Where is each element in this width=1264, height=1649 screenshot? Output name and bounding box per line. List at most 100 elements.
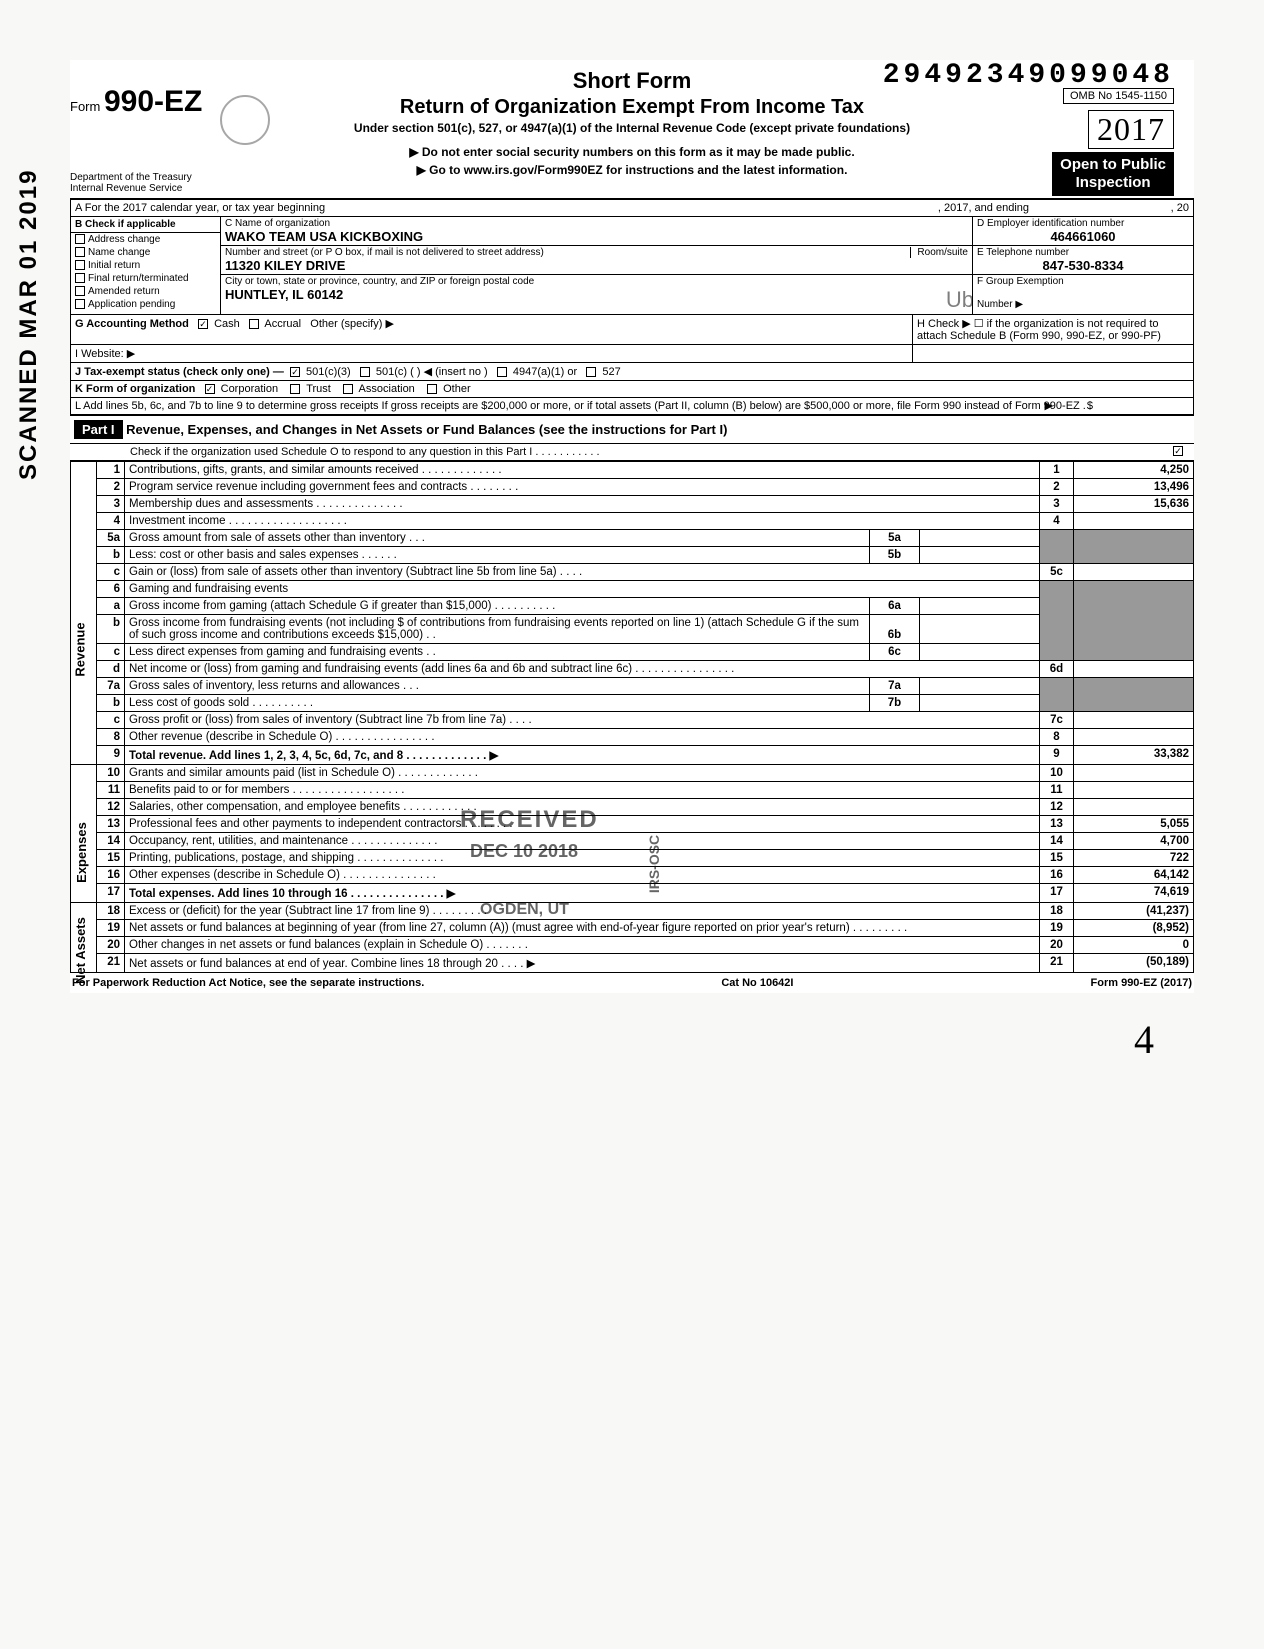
footer-pra: For Paperwork Reduction Act Notice, see … (72, 977, 424, 989)
footer-cat: Cat No 10642I (721, 977, 793, 989)
col-DEF: D Employer identification number 4646610… (973, 217, 1193, 314)
stamp-scanned: SCANNED MAR 01 2019 (15, 169, 43, 480)
chk-schedule-o[interactable]: ✓ (1173, 446, 1183, 456)
D-label: D Employer identification number (977, 218, 1124, 229)
I-website: I Website: ▶ (71, 345, 913, 362)
row-BCDEF: B Check if applicable Address change Nam… (71, 217, 1193, 315)
side-expenses: Expenses (71, 765, 97, 903)
form-label: Form (70, 99, 100, 114)
row-GH: G Accounting Method ✓ Cash Accrual Other… (71, 315, 1193, 345)
L-text: L Add lines 5b, 6c, and 7b to line 9 to … (75, 400, 1092, 412)
G-label: G Accounting Method (75, 318, 189, 330)
chk-501c3[interactable]: ✓ (290, 367, 300, 377)
tax-year: 2017 (1088, 110, 1174, 149)
line-8: 8Other revenue (describe in Schedule O) … (71, 729, 1194, 746)
line-9: 9Total revenue. Add lines 1, 2, 3, 4, 5c… (71, 746, 1194, 765)
chk-final-return[interactable]: Final return/terminated (71, 272, 220, 285)
chk-accrual[interactable] (249, 319, 259, 329)
line-7b: bLess cost of goods sold . . . . . . . .… (71, 695, 1194, 712)
line-3: 3Membership dues and assessments . . . .… (71, 496, 1194, 513)
line-11: 11Benefits paid to or for members . . . … (71, 782, 1194, 799)
city-value: HUNTLEY, IL 60142 (225, 287, 343, 302)
goto-instructions: ▶ Go to www.irs.gov/Form990EZ for instru… (70, 163, 1194, 177)
line-A-begin: A For the 2017 calendar year, or tax yea… (71, 200, 934, 216)
E-value: 847-530-8334 (977, 258, 1189, 273)
form-number: 990-EZ (104, 85, 202, 118)
D-value: 464661060 (977, 229, 1189, 244)
chk-4947[interactable] (497, 367, 507, 377)
line-21: 21Net assets or fund balances at end of … (71, 954, 1194, 973)
part1-badge: Part I (74, 420, 123, 439)
chk-527[interactable] (586, 367, 596, 377)
stamp-osc: IRS-OSC (646, 835, 662, 893)
B-header: B Check if applicable (71, 217, 220, 233)
part1-sub-text: Check if the organization used Schedule … (130, 446, 600, 458)
line-19: 19Net assets or fund balances at beginni… (71, 920, 1194, 937)
page-number-mark: 4 (1134, 1016, 1154, 1063)
department-block: Department of the Treasury Internal Reve… (70, 172, 192, 194)
page-footer: For Paperwork Reduction Act Notice, see … (70, 973, 1194, 993)
dept-treasury: Department of the Treasury (70, 172, 192, 183)
line-6c: cLess direct expenses from gaming and fu… (71, 644, 1194, 661)
chk-name-change[interactable]: Name change (71, 246, 220, 259)
chk-amended[interactable]: Amended return (71, 285, 220, 298)
omb-number: OMB No 1545-1150 (1063, 88, 1174, 104)
chk-assoc[interactable] (343, 384, 353, 394)
stamp-date: DEC 10 2018 (470, 841, 578, 862)
line-20: 20Other changes in net assets or fund ba… (71, 937, 1194, 954)
line-17: 17Total expenses. Add lines 10 through 1… (71, 884, 1194, 903)
dept-irs: Internal Revenue Service (70, 183, 192, 194)
line-15: 15Printing, publications, postage, and s… (71, 850, 1194, 867)
part1-title-text: Revenue, Expenses, and Changes in Net As… (126, 422, 727, 437)
line-5c: cGain or (loss) from sale of assets othe… (71, 564, 1194, 581)
stamp-received: RECEIVED (460, 806, 599, 834)
part1-table: Revenue 1 Contributions, gifts, grants, … (70, 461, 1194, 973)
part1-header: Part I Revenue, Expenses, and Changes in… (70, 416, 1194, 444)
F-label: F Group Exemption (977, 276, 1064, 287)
col-C-addr: C Name of organization WAKO TEAM USA KIC… (221, 217, 973, 314)
form-header: 29492349099048 OMB No 1545-1150 Form 990… (70, 60, 1194, 200)
entity-block: A For the 2017 calendar year, or tax yea… (70, 200, 1194, 416)
line-10: Expenses 10Grants and similar amounts pa… (71, 765, 1194, 782)
E-phone: E Telephone number 847-530-8334 (973, 246, 1193, 275)
form-number-block: Form 990-EZ (70, 85, 202, 119)
C-name: C Name of organization WAKO TEAM USA KIC… (221, 217, 972, 246)
row-L: L Add lines 5b, 6c, and 7b to line 9 to … (71, 398, 1193, 415)
C-label: C Name of organization (225, 218, 330, 229)
J-label: J Tax-exempt status (check only one) — (75, 366, 284, 378)
form-990ez-page: SCANNED MAR 01 2019 29492349099048 OMB N… (70, 60, 1194, 993)
row-I: I Website: ▶ (71, 345, 1193, 363)
chk-cash[interactable]: ✓ (198, 319, 208, 329)
chk-trust[interactable] (290, 384, 300, 394)
F-label2: Number ▶ (977, 299, 1023, 310)
chk-app-pending[interactable]: Application pending (71, 298, 220, 311)
footer-form: Form 990-EZ (2017) (1091, 977, 1192, 989)
line-12: 12Salaries, other compensation, and empl… (71, 799, 1194, 816)
side-net-assets: Net Assets (71, 903, 97, 973)
chk-address-change[interactable]: Address change (71, 233, 220, 246)
part1-schedule-o-check: Check if the organization used Schedule … (70, 444, 1194, 461)
line-1: Revenue 1 Contributions, gifts, grants, … (71, 462, 1194, 479)
chk-initial-return[interactable]: Initial return (71, 259, 220, 272)
side-revenue: Revenue (71, 462, 97, 765)
stamp-city: OGDEN, UT (480, 901, 569, 919)
addr-value: 11320 KILEY DRIVE (225, 258, 345, 273)
line-7a: 7aGross sales of inventory, less returns… (71, 678, 1194, 695)
ssn-warning: ▶ Do not enter social security numbers o… (70, 145, 1194, 159)
C-value: WAKO TEAM USA KICKBOXING (225, 229, 423, 244)
stamp-initial-1: Ub (946, 287, 974, 312)
chk-corp[interactable]: ✓ (205, 384, 215, 394)
col-B: B Check if applicable Address change Nam… (71, 217, 221, 314)
row-K: K Form of organization ✓ Corporation Tru… (71, 381, 1193, 398)
K-label: K Form of organization (75, 383, 195, 395)
line-7c: cGross profit or (loss) from sales of in… (71, 712, 1194, 729)
swirl-mark (220, 95, 270, 145)
line-5b: bLess: cost or other basis and sales exp… (71, 547, 1194, 564)
open-public-2: Inspection (1060, 174, 1166, 192)
city-label: City or town, state or province, country… (225, 276, 534, 287)
open-public-1: Open to Public (1060, 156, 1166, 174)
chk-other[interactable] (427, 384, 437, 394)
chk-501c[interactable] (360, 367, 370, 377)
dln-value: 29492349099048 (883, 60, 1174, 91)
E-label: E Telephone number (977, 247, 1069, 258)
